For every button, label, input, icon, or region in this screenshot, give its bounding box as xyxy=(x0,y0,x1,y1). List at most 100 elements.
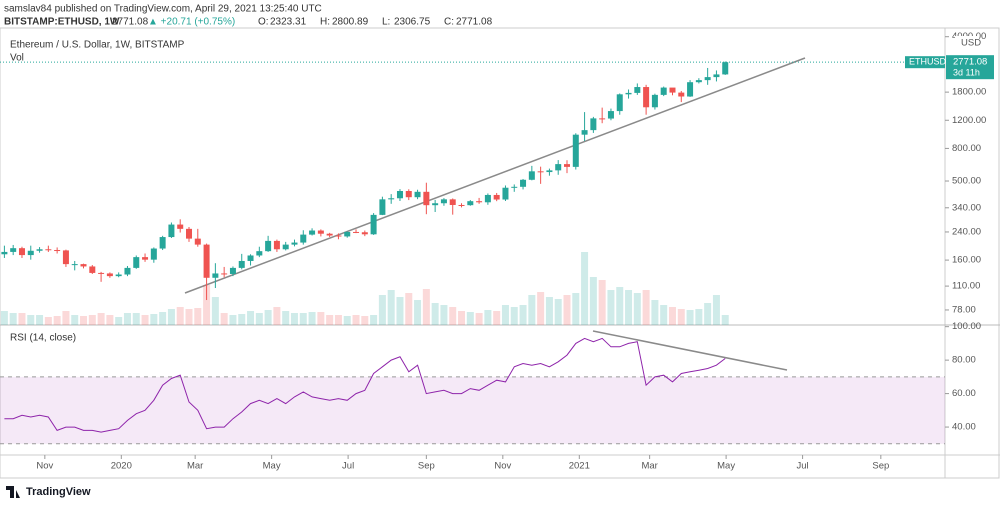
volume-bar xyxy=(185,309,193,325)
candle-body xyxy=(520,179,527,187)
currency-box xyxy=(955,36,979,49)
candle-body xyxy=(651,94,658,108)
volume-bar xyxy=(414,300,422,325)
volume-bar xyxy=(123,313,131,325)
volume-bar xyxy=(625,290,633,325)
volume-bar xyxy=(150,314,158,325)
candle-body xyxy=(423,191,430,206)
y-tick-label: 80.00 xyxy=(952,355,976,366)
candle-body xyxy=(300,234,307,243)
volume-bar xyxy=(229,315,237,325)
candle-body xyxy=(379,199,386,215)
y-tick-label: 240.00 xyxy=(952,226,981,237)
candle-body xyxy=(150,248,157,260)
volume-bar xyxy=(370,315,378,325)
candle-body xyxy=(45,249,52,251)
volume-bar xyxy=(668,307,676,325)
y-tick-label: 78.00 xyxy=(952,304,976,315)
volume-bar xyxy=(352,315,360,325)
candle-body xyxy=(62,250,69,265)
volume-bar xyxy=(519,305,527,325)
volume-bar xyxy=(695,309,703,325)
candle-body xyxy=(590,118,597,131)
candle-body xyxy=(581,130,588,135)
volume-bar xyxy=(255,313,263,325)
candle-body xyxy=(238,260,245,268)
candle-body xyxy=(344,231,351,237)
volume-bar xyxy=(642,290,650,325)
ohlc-value: 2800.89 xyxy=(332,17,369,28)
volume-bar xyxy=(44,317,52,325)
trend-line xyxy=(184,57,806,294)
x-tick-label: Sep xyxy=(872,461,889,472)
volume-bar xyxy=(326,315,334,325)
y-tick-label: 800.00 xyxy=(952,143,981,154)
ohlc-value: 2323.31 xyxy=(270,17,307,28)
candle-body xyxy=(98,272,105,274)
volume-bar xyxy=(501,305,509,325)
candle-body xyxy=(221,273,228,275)
volume-bar xyxy=(704,303,712,325)
candle-body xyxy=(511,186,518,188)
candle-body xyxy=(203,244,210,278)
volume-bar xyxy=(36,315,44,325)
volume-bar xyxy=(572,293,580,325)
volume-bar xyxy=(440,305,448,325)
currency: USD xyxy=(961,38,981,49)
candle-body xyxy=(335,235,342,237)
candle-body xyxy=(607,111,614,119)
candle-body xyxy=(493,194,500,200)
rsi-title: RSI (14, close) xyxy=(10,333,76,344)
x-tick-label: Nov xyxy=(494,461,511,472)
volume-bar xyxy=(282,311,290,325)
candle-body xyxy=(669,87,676,93)
volume-bar xyxy=(106,315,114,325)
candle-body xyxy=(599,118,606,120)
candle-body xyxy=(713,74,720,78)
volume-bar xyxy=(589,277,597,325)
candle-body xyxy=(564,164,570,167)
x-tick-label: 2020 xyxy=(111,461,132,472)
candle-body xyxy=(695,80,702,83)
candle-body xyxy=(54,250,61,252)
candle-body xyxy=(467,201,474,206)
candle-body xyxy=(678,92,685,97)
candle-body xyxy=(80,264,87,267)
ohlc-value: 2771.08 xyxy=(456,17,493,28)
x-tick-label: May xyxy=(717,461,735,472)
volume-bar xyxy=(115,317,123,325)
volume-bar xyxy=(132,313,140,325)
candle-body xyxy=(115,274,122,277)
volume-bar xyxy=(80,316,88,325)
candle-body xyxy=(458,204,465,206)
candle-body xyxy=(537,171,544,173)
candle-body xyxy=(388,198,395,200)
candle-body xyxy=(309,230,316,235)
candle-body xyxy=(317,230,324,234)
symbol-tag xyxy=(905,56,945,69)
candle-body xyxy=(449,199,456,205)
volume-bar xyxy=(167,309,175,325)
ohlc-label: C: xyxy=(444,17,454,28)
candle-body xyxy=(555,164,562,171)
volume-bar xyxy=(633,293,641,325)
volume-bar xyxy=(27,315,35,325)
volume-bar xyxy=(466,312,474,325)
volume-bar xyxy=(176,307,184,325)
volume-bar xyxy=(238,314,246,325)
candle-body xyxy=(291,242,298,245)
candle-body xyxy=(432,203,439,206)
candle-body xyxy=(18,248,25,256)
y-tick-label: 160.00 xyxy=(952,255,981,266)
candle-body xyxy=(643,87,650,108)
volume-bar xyxy=(493,311,501,325)
candle-body xyxy=(625,92,632,95)
rsi-trend-line xyxy=(592,330,788,371)
candle-body xyxy=(212,273,219,278)
volume-bar xyxy=(247,311,255,325)
volume-bar xyxy=(361,316,369,325)
x-tick-label: May xyxy=(263,461,281,472)
y-tick-label: 1200.00 xyxy=(952,115,986,126)
candle-body xyxy=(722,62,729,75)
